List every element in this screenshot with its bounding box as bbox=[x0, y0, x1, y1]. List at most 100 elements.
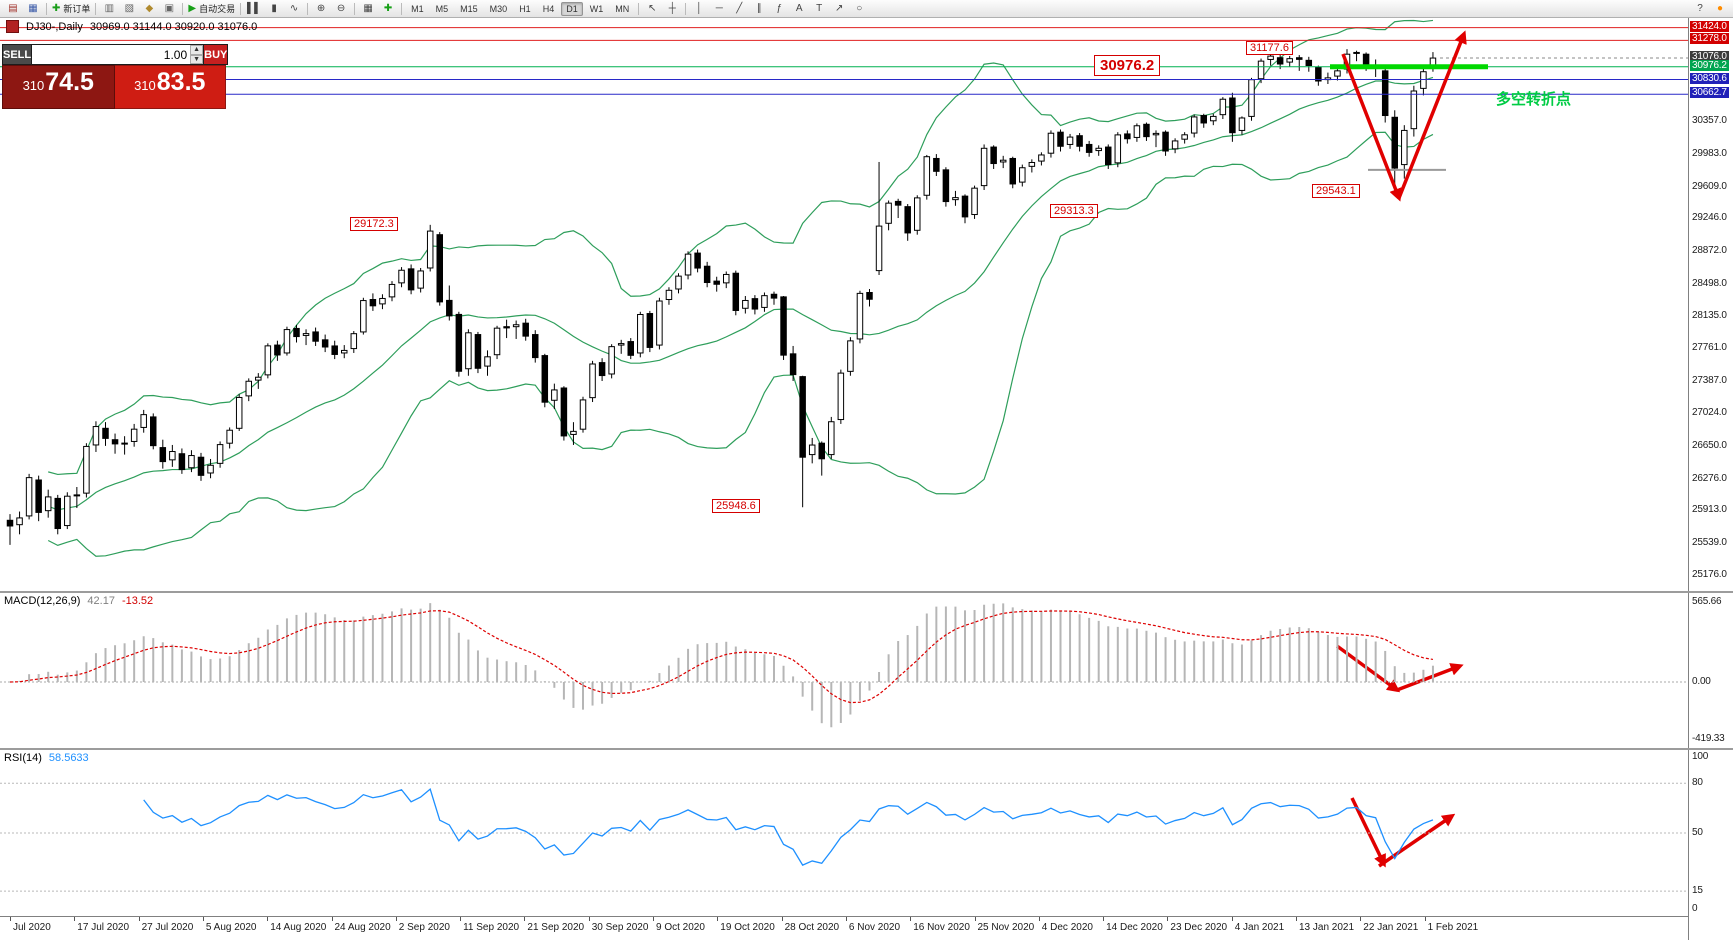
arrow-tool-icon[interactable]: ↗ bbox=[829, 1, 849, 16]
candles-icon[interactable]: ▮ bbox=[264, 1, 284, 16]
channel-icon[interactable]: ∥ bbox=[749, 1, 769, 16]
toolbar-drawing-group: ↖ ┼ │ ─ ╱ ∥ ƒ A T ↗ ○ bbox=[635, 1, 869, 16]
bars-icon[interactable]: ▌▌ bbox=[244, 1, 264, 16]
buy-price[interactable]: 310 83.5 bbox=[114, 65, 226, 109]
toolbar-separator bbox=[638, 2, 640, 15]
text-icon[interactable]: A bbox=[789, 1, 809, 16]
terminal-icon[interactable]: ▣ bbox=[159, 1, 179, 16]
price-tick-label: 27761.0 bbox=[1692, 342, 1727, 354]
macd-main-value: 42.17 bbox=[87, 595, 115, 607]
terminal-icon: ▣ bbox=[164, 2, 175, 14]
market-watch-icon[interactable]: ▥ bbox=[99, 1, 119, 16]
toolbar-separator bbox=[240, 2, 242, 15]
time-tick bbox=[138, 917, 140, 921]
timeframe-M5[interactable]: M5 bbox=[435, 3, 449, 14]
timeframe-D1[interactable]: D1 bbox=[561, 1, 583, 16]
horizontal-line-icon: ─ bbox=[715, 2, 723, 14]
candles-icon: ▮ bbox=[271, 2, 277, 14]
time-tick bbox=[781, 917, 783, 921]
time-tick bbox=[717, 917, 719, 921]
turning-point-note[interactable]: 多空转折点 bbox=[1496, 91, 1572, 108]
zoom-in-icon: ⊕ bbox=[316, 2, 326, 14]
price-annotation[interactable]: 29313.3 bbox=[1050, 204, 1098, 219]
price-annotation[interactable]: 29172.3 bbox=[350, 216, 398, 231]
time-tick bbox=[1296, 917, 1297, 921]
zoom-in-icon[interactable]: ⊕ bbox=[311, 1, 331, 16]
market-watch-icon: ▥ bbox=[104, 2, 115, 14]
price-axis[interactable]: 30357.0 29983.0 29609.0 29246.0 28872.0 28498… bbox=[1688, 16, 1733, 940]
volume-down-button[interactable]: ▼ bbox=[190, 54, 204, 64]
sell-price-digits: 74.5 bbox=[45, 68, 94, 96]
trendline-icon: ╱ bbox=[736, 2, 743, 14]
buy-button[interactable]: BUY bbox=[203, 44, 229, 65]
new-chart-icon[interactable]: ▤ bbox=[3, 1, 23, 16]
sell-button[interactable]: SELL bbox=[2, 44, 33, 65]
navigator-icon: ◆ bbox=[145, 2, 154, 14]
macd-pane-splitter[interactable] bbox=[0, 591, 1733, 593]
price-tick-label: 29609.0 bbox=[1692, 180, 1727, 192]
buy-price-prefix: 310 bbox=[134, 78, 156, 93]
timeframe-H1[interactable]: H1 bbox=[519, 3, 531, 14]
sell-price[interactable]: 310 74.5 bbox=[2, 65, 115, 109]
rsi-scale-label: 100 bbox=[1692, 751, 1709, 762]
rsi-scale-label: 50 bbox=[1692, 827, 1703, 838]
time-axis[interactable]: Jul 2020 17 Jul 2020 27 Jul 2020 5 Aug 2020… bbox=[0, 916, 1688, 941]
time-tick bbox=[1167, 917, 1169, 921]
time-axis-label: 27 Jul 2020 bbox=[141, 922, 194, 933]
volume-up-button[interactable]: ▲ bbox=[190, 45, 204, 55]
tile-windows-icon[interactable]: ▦ bbox=[358, 1, 378, 16]
cursor-icon[interactable]: ↖ bbox=[642, 1, 662, 16]
chart-canvas[interactable] bbox=[0, 0, 1688, 940]
price-annotation[interactable]: 30976.2 bbox=[1094, 54, 1161, 76]
time-axis-label: 25 Nov 2020 bbox=[977, 922, 1035, 933]
rsi-value: 58.5633 bbox=[48, 752, 89, 764]
price-tick-label: 29983.0 bbox=[1692, 147, 1727, 159]
trendline-icon[interactable]: ╱ bbox=[729, 1, 749, 16]
horizontal-line-icon[interactable]: ─ bbox=[709, 1, 729, 16]
timeframe-H4[interactable]: H4 bbox=[542, 3, 555, 14]
help-icon: ? bbox=[1697, 2, 1703, 14]
price-annotation[interactable]: 25948.6 bbox=[712, 499, 760, 514]
timeframe-M30[interactable]: M30 bbox=[489, 3, 508, 14]
timeframe-W1[interactable]: W1 bbox=[589, 3, 604, 14]
time-axis-label: 13 Jan 2021 bbox=[1299, 922, 1355, 933]
notification-badge[interactable]: ● bbox=[1710, 1, 1730, 16]
time-tick bbox=[1038, 917, 1040, 921]
arrow-tool-icon: ↗ bbox=[835, 2, 844, 14]
shapes-icon[interactable]: ○ bbox=[849, 1, 869, 16]
price-annotation[interactable]: 31177.6 bbox=[1246, 41, 1293, 56]
rsi-pane-splitter[interactable] bbox=[0, 748, 1733, 750]
vertical-line-icon: │ bbox=[696, 2, 703, 14]
new-order-button[interactable]: ✚ 新订单 bbox=[50, 1, 92, 16]
price-tick-label: 29246.0 bbox=[1692, 212, 1727, 224]
time-tick bbox=[202, 917, 204, 921]
rsi-scale-label: 15 bbox=[1692, 885, 1703, 897]
line-chart-icon: ∿ bbox=[289, 2, 299, 14]
zoom-out-icon: ⊖ bbox=[336, 2, 346, 14]
time-tick bbox=[395, 917, 397, 921]
volume-input[interactable] bbox=[32, 45, 191, 64]
vertical-line-icon[interactable]: │ bbox=[689, 1, 709, 16]
trend-arrows[interactable] bbox=[1335, 30, 1467, 868]
price-tick-label: 28872.0 bbox=[1692, 245, 1727, 257]
time-axis-label: 11 Sep 2020 bbox=[463, 922, 520, 933]
timeframe-M15[interactable]: M15 bbox=[460, 3, 478, 14]
help-icon[interactable]: ? bbox=[1690, 1, 1710, 16]
profiles-icon[interactable]: ▦ bbox=[23, 1, 43, 16]
label-icon: T bbox=[816, 2, 823, 14]
price-annotation[interactable]: 29543.1 bbox=[1312, 184, 1360, 199]
navigator-icon[interactable]: ◆ bbox=[139, 1, 159, 16]
zoom-out-icon[interactable]: ⊖ bbox=[331, 1, 351, 16]
timeframe-M1[interactable]: M1 bbox=[411, 3, 424, 14]
crosshair-icon[interactable]: ┼ bbox=[662, 1, 682, 16]
data-window-icon[interactable]: ▧ bbox=[119, 1, 139, 16]
data-window-icon: ▧ bbox=[124, 2, 135, 14]
timeframe-MN[interactable]: MN bbox=[615, 3, 630, 14]
label-icon[interactable]: T bbox=[809, 1, 829, 16]
time-tick bbox=[1103, 917, 1105, 921]
toolbar-separator bbox=[95, 2, 97, 15]
auto-trading-button[interactable]: ▶ 自动交易 bbox=[186, 1, 237, 16]
indicators-icon[interactable]: ✚ bbox=[378, 1, 398, 16]
line-chart-icon[interactable]: ∿ bbox=[284, 1, 304, 16]
fibonacci-icon[interactable]: ƒ bbox=[769, 1, 789, 16]
